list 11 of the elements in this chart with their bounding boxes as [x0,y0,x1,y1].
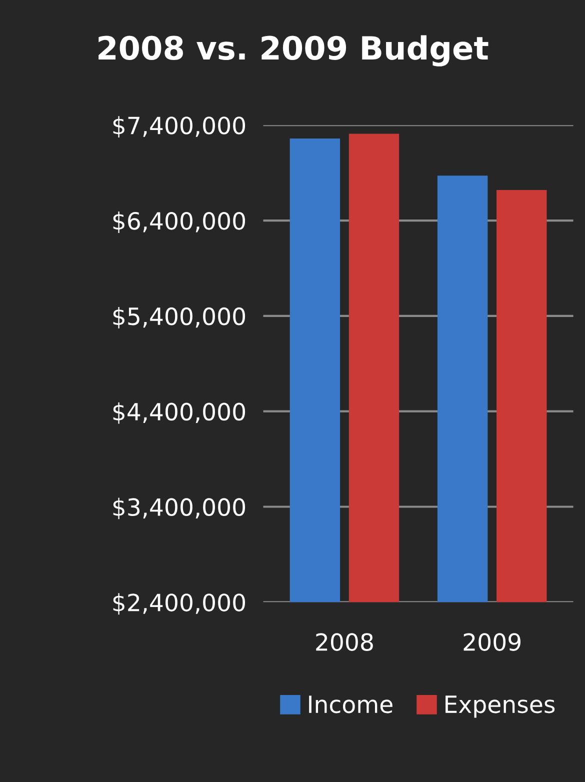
chart-title: 2008 vs. 2009 Budget [98,35,488,66]
y-tick-label: $4,400,000 [113,402,246,424]
legend-label: Income [309,696,392,714]
x-tick-label: 2008 [316,633,373,651]
y-tick-label: $3,400,000 [113,498,246,520]
legend-label: Expenses [446,696,555,718]
y-tick-label: $2,400,000 [113,593,246,615]
y-tick-label: $5,400,000 [113,306,246,328]
y-tick-label: $6,400,000 [113,212,246,233]
x-tick-label: 2009 [464,633,520,651]
y-tick-label: $7,400,000 [113,116,246,138]
